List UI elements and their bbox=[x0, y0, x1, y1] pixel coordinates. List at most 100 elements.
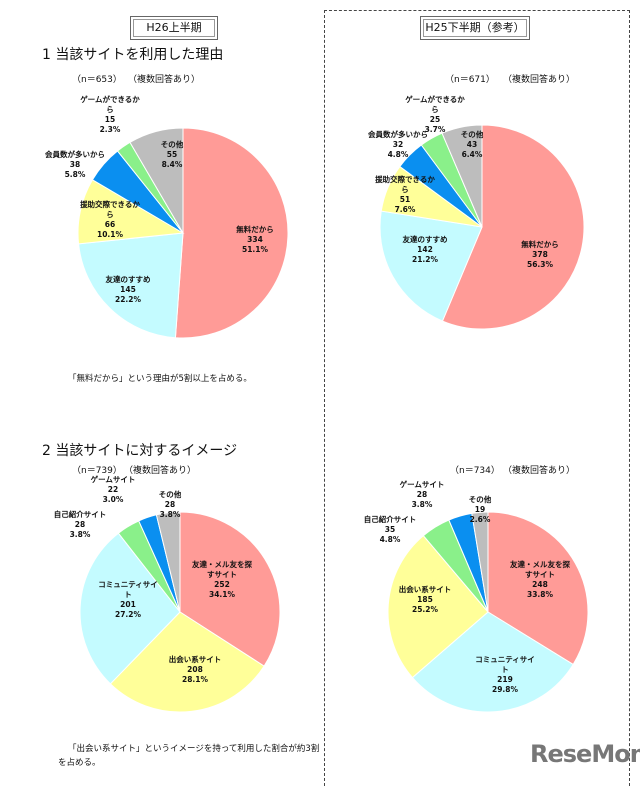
reference-dashed-frame bbox=[324, 10, 630, 786]
slice-pct: 8.4% bbox=[161, 160, 183, 169]
slice-pct: 3.0% bbox=[102, 495, 124, 504]
slice-label: 友達・メル友を探すサイト bbox=[510, 560, 570, 579]
pie-slice-label: その他 28 3.8% bbox=[139, 490, 201, 520]
pie-slice bbox=[441, 124, 483, 228]
pie-slice-label: その他 55 8.4% bbox=[141, 140, 203, 170]
slice-label: 自己紹介サイト bbox=[53, 510, 107, 519]
pie-slice-label: ゲームサイト 28 3.8% bbox=[391, 480, 453, 510]
slice-pct: 3.8% bbox=[159, 510, 181, 519]
pie-slice-label: ゲームサイト 22 3.0% bbox=[82, 475, 144, 505]
pie-slice-label: ゲームができるから 25 3.7% bbox=[404, 95, 466, 135]
slice-value: 66 bbox=[104, 220, 116, 229]
slice-value: 142 bbox=[417, 245, 433, 254]
q2-multi-h25: （複数回答あり） bbox=[503, 466, 576, 476]
pie-slice bbox=[387, 534, 489, 679]
slice-value: 201 bbox=[120, 600, 136, 609]
slice-label: 援助交際できるから bbox=[80, 200, 140, 219]
slice-pct: 6.4% bbox=[461, 150, 483, 159]
slice-pct: 25.2% bbox=[411, 605, 439, 614]
q1-multi-h26: （複数回答あり） bbox=[128, 75, 201, 85]
slice-label: コミュニティサイト bbox=[475, 655, 535, 674]
pie-slice-label: 友達・メル友を探すサイト 248 33.8% bbox=[509, 560, 571, 600]
slice-pct: 10.1% bbox=[96, 230, 124, 239]
pie-slice-label: ゲームができるから 15 2.3% bbox=[79, 95, 141, 135]
slice-value: 219 bbox=[497, 675, 513, 684]
slice-label: その他 bbox=[158, 490, 182, 499]
slice-pct: 4.8% bbox=[379, 535, 401, 544]
slice-pct: 27.2% bbox=[114, 610, 142, 619]
q1-multi-h25: （複数回答あり） bbox=[503, 75, 576, 85]
period-label-h26: H26上半期 bbox=[130, 16, 218, 40]
pie-slice bbox=[411, 611, 574, 713]
slice-value: 378 bbox=[532, 250, 548, 259]
slice-value: 51 bbox=[399, 195, 411, 204]
pie-slice-label: その他 43 6.4% bbox=[441, 130, 503, 160]
slice-pct: 5.8% bbox=[64, 170, 86, 179]
q2-multi-h26: （複数回答あり） bbox=[124, 466, 197, 476]
slice-value: 334 bbox=[247, 235, 263, 244]
pie-slice-label: コミュニティサイト 201 27.2% bbox=[97, 580, 159, 620]
pie-slice-label: 会員数が多いから 32 4.8% bbox=[367, 130, 429, 160]
pie-slice-label: 出会い系サイト 185 25.2% bbox=[394, 585, 456, 615]
slice-value: 19 bbox=[474, 505, 486, 514]
slice-value: 55 bbox=[166, 150, 178, 159]
slice-value: 145 bbox=[120, 285, 136, 294]
pie-slice bbox=[379, 210, 483, 322]
slice-label: 会員数が多いから bbox=[45, 150, 105, 159]
slice-label: 援助交際できるから bbox=[375, 175, 435, 194]
slice-value: 35 bbox=[384, 525, 396, 534]
q2-note: 「出会い系サイト」というイメージを持って利用した割合が約3割を占める。 bbox=[58, 744, 320, 768]
pie-slice-label: コミュニティサイト 219 29.8% bbox=[474, 655, 536, 695]
pie-slice bbox=[129, 127, 184, 235]
slice-value: 185 bbox=[417, 595, 433, 604]
q2-n-h25: （n＝734） bbox=[450, 466, 500, 476]
slice-label: 会員数が多いから bbox=[368, 130, 428, 139]
slice-pct: 3.8% bbox=[69, 530, 91, 539]
slice-pct: 56.3% bbox=[526, 260, 554, 269]
slice-value: 38 bbox=[69, 160, 81, 169]
slice-label: ゲームができるから bbox=[405, 95, 465, 114]
pie-slice bbox=[109, 611, 265, 713]
slice-label: ゲームサイト bbox=[399, 480, 445, 489]
period-label-h25: H25下半期（参考） bbox=[420, 16, 530, 40]
pie-slice-label: 出会い系サイト 208 28.1% bbox=[164, 655, 226, 685]
pie-slice bbox=[487, 511, 589, 666]
slice-label: ゲームができるから bbox=[80, 95, 140, 114]
pie-slice bbox=[78, 232, 184, 339]
slice-pct: 51.1% bbox=[241, 245, 269, 254]
slice-label: 友達のすすめ bbox=[402, 235, 448, 244]
slice-label: 出会い系サイト bbox=[398, 585, 452, 594]
slice-label: 出会い系サイト bbox=[168, 655, 222, 664]
pie-slice-label: 援助交際できるから 66 10.1% bbox=[79, 200, 141, 240]
slice-pct: 22.2% bbox=[114, 295, 142, 304]
slice-label: その他 bbox=[460, 130, 484, 139]
pie-slice-label: その他 19 2.6% bbox=[449, 495, 511, 525]
pie-slice-label: 会員数が多いから 38 5.8% bbox=[44, 150, 106, 180]
slice-pct: 34.1% bbox=[208, 590, 236, 599]
slice-value: 28 bbox=[74, 520, 86, 529]
slice-label: 友達のすすめ bbox=[105, 275, 151, 284]
slice-value: 28 bbox=[164, 500, 176, 509]
slice-label: 無料だから bbox=[521, 240, 559, 249]
slice-pct: 4.8% bbox=[387, 150, 409, 159]
slice-pct: 2.3% bbox=[99, 125, 121, 134]
slice-label: その他 bbox=[468, 495, 492, 504]
pie-slice-label: 無料だから 334 51.1% bbox=[224, 225, 286, 255]
pie-slice bbox=[155, 511, 181, 613]
q1-n-h25: （n＝671） bbox=[445, 75, 495, 85]
pie-slice bbox=[441, 124, 585, 330]
slice-value: 252 bbox=[214, 580, 230, 589]
pie-slice-label: 自己紹介サイト 28 3.8% bbox=[49, 510, 111, 540]
q1-n-h26: （n＝653） bbox=[72, 75, 122, 85]
pie-slice-label: 無料だから 378 56.3% bbox=[509, 240, 571, 270]
slice-value: 248 bbox=[532, 580, 548, 589]
slice-value: 25 bbox=[429, 115, 441, 124]
slice-pct: 7.6% bbox=[394, 205, 416, 214]
slice-pct: 21.2% bbox=[411, 255, 439, 264]
pie-slice bbox=[79, 532, 181, 685]
slice-pct: 33.8% bbox=[526, 590, 554, 599]
slice-label: 自己紹介サイト bbox=[363, 515, 417, 524]
slice-pct: 2.6% bbox=[469, 515, 491, 524]
